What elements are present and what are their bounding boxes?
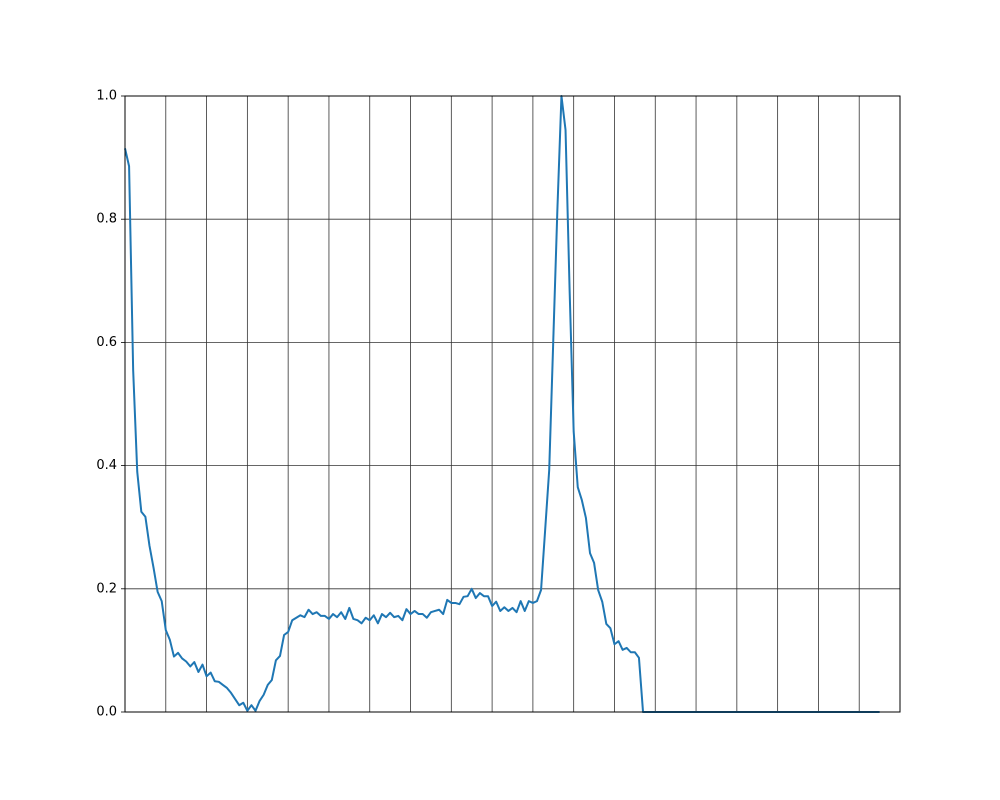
y-tick-label: 0.4: [96, 458, 117, 473]
y-tick-label: 1.0: [96, 89, 117, 104]
y-tick-label: 0.6: [96, 335, 117, 350]
y-tick-label: 0.8: [96, 212, 117, 227]
y-tick-label: 0.0: [96, 705, 117, 720]
plot-area: [125, 96, 900, 712]
axes-frame: [124, 95, 901, 713]
y-tick-label: 0.2: [96, 581, 117, 596]
